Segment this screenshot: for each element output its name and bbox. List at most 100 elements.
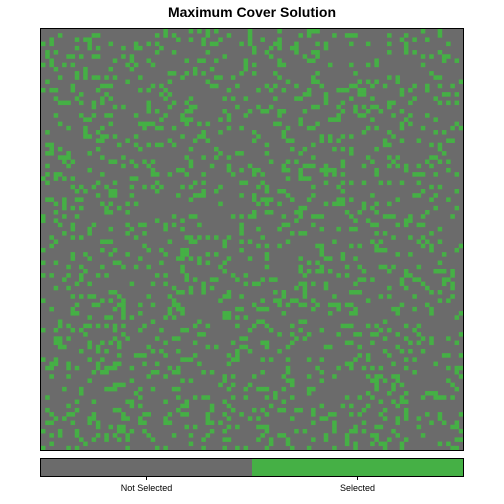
selected-cell — [74, 428, 80, 434]
selected-cell — [340, 159, 346, 165]
selected-cell — [142, 121, 147, 127]
selected-cell — [319, 378, 325, 383]
selected-cell — [49, 197, 54, 202]
selected-cell — [454, 172, 460, 177]
selected-cell — [78, 235, 84, 240]
selected-cell — [285, 370, 291, 375]
selected-cell — [281, 87, 287, 93]
selected-cell — [403, 167, 409, 173]
selected-cell — [116, 424, 122, 430]
selected-cell — [285, 222, 291, 228]
selected-cell — [45, 365, 50, 371]
selected-cell — [374, 332, 379, 337]
selected-cell — [95, 361, 101, 367]
selected-cell — [315, 243, 320, 249]
selected-cell — [412, 357, 417, 362]
selected-cell — [458, 374, 464, 379]
selected-cell — [458, 428, 464, 434]
selected-cell — [91, 399, 97, 404]
selected-cell — [302, 176, 308, 181]
selected-cell — [378, 441, 384, 447]
selected-cell — [201, 58, 206, 63]
selected-cell — [412, 277, 417, 282]
selected-cell — [91, 370, 97, 375]
selected-cell — [268, 327, 274, 333]
selected-cell — [327, 62, 333, 68]
selected-cell — [281, 294, 287, 299]
selected-cell — [214, 58, 219, 63]
selected-cell — [382, 138, 388, 143]
selected-cell — [104, 433, 109, 438]
selected-cell — [264, 201, 270, 207]
selected-cell — [125, 416, 130, 421]
selected-cell — [302, 294, 308, 299]
selected-cell — [420, 348, 426, 354]
selected-cell — [41, 41, 46, 47]
selected-cell — [83, 117, 88, 122]
selected-cell — [319, 214, 325, 219]
selected-cell — [302, 336, 308, 341]
selected-cell — [437, 416, 443, 421]
selected-cell — [192, 239, 198, 245]
selected-cell — [100, 239, 105, 245]
selected-cell — [281, 167, 287, 173]
selected-cell — [382, 142, 388, 148]
selected-cell — [125, 231, 130, 236]
selected-cell — [218, 298, 223, 303]
selected-cell — [315, 268, 320, 274]
selected-cell — [416, 416, 422, 421]
selected-cell — [167, 71, 173, 76]
selected-cell — [454, 437, 460, 442]
selected-cell — [260, 172, 265, 177]
selected-cell — [416, 332, 422, 337]
selected-cell — [277, 29, 282, 34]
selected-cell — [138, 386, 143, 392]
selected-cell — [454, 205, 460, 211]
selected-cell — [281, 386, 287, 392]
selected-cell — [437, 395, 443, 400]
selected-cell — [129, 176, 135, 181]
selected-cell — [222, 243, 227, 249]
selected-cell — [171, 386, 177, 392]
selected-cell — [433, 172, 438, 177]
selected-cell — [163, 353, 168, 358]
selected-cell — [87, 134, 92, 139]
selected-cell — [433, 268, 438, 274]
selected-cell — [349, 197, 354, 202]
selected-cell — [201, 193, 206, 198]
selected-cell — [433, 205, 438, 211]
selected-cell — [340, 108, 346, 114]
selected-cell — [62, 205, 67, 211]
selected-cell — [209, 83, 215, 89]
selected-cell — [450, 83, 455, 89]
selected-cell — [289, 332, 295, 337]
selected-cell — [441, 130, 447, 135]
selected-cell — [53, 66, 59, 72]
selected-cell — [294, 96, 299, 101]
selected-cell — [319, 416, 325, 421]
selected-cell — [403, 407, 409, 413]
selected-cell — [53, 285, 59, 291]
selected-cell — [412, 327, 417, 333]
selected-cell — [319, 138, 325, 143]
selected-cell — [374, 172, 379, 177]
selected-cell — [163, 399, 168, 404]
selected-cell — [357, 264, 363, 270]
legend-border — [40, 458, 464, 477]
selected-cell — [205, 50, 211, 55]
selected-cell — [45, 142, 50, 148]
selected-cell — [264, 151, 270, 156]
selected-cell — [408, 113, 413, 118]
selected-cell — [306, 374, 312, 379]
selected-cell — [391, 306, 396, 312]
selected-cell — [104, 348, 109, 354]
selected-cell — [306, 87, 312, 93]
selected-cell — [298, 264, 303, 270]
selected-cell — [176, 37, 181, 42]
selected-cell — [429, 142, 434, 148]
selected-cell — [192, 395, 198, 400]
selected-cell — [154, 125, 160, 131]
selected-cell — [361, 180, 367, 186]
selected-cell — [129, 403, 135, 409]
selected-cell — [399, 441, 405, 447]
